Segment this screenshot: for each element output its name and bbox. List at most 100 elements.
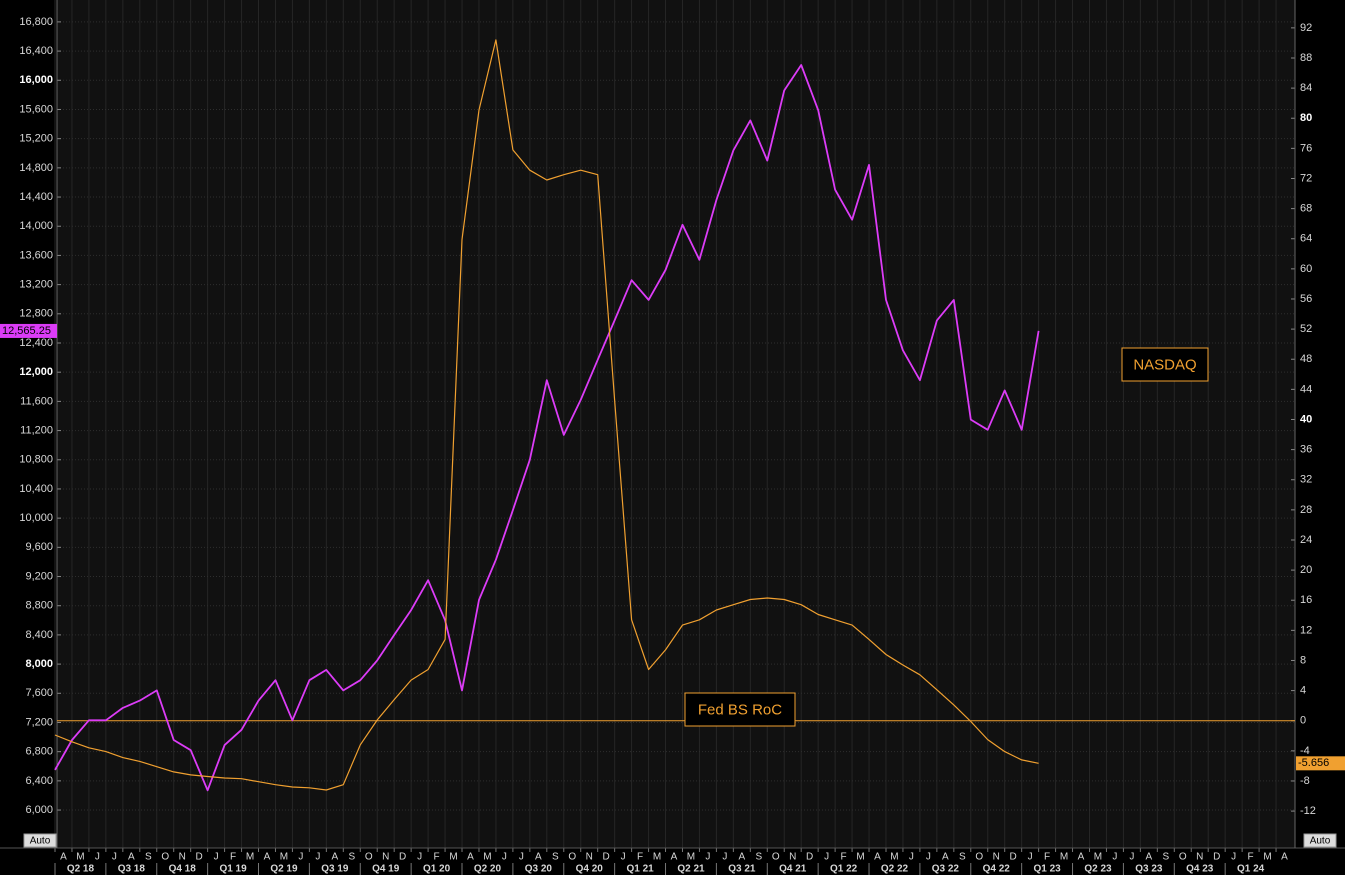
quarter-label: Q4 18 xyxy=(169,864,197,875)
y2-tick-label: 36 xyxy=(1300,444,1312,456)
y2-tick-label: 56 xyxy=(1300,293,1312,305)
x-tick-label: J xyxy=(417,852,422,863)
x-tick-label: A xyxy=(1146,852,1153,863)
y2-tick-label: -4 xyxy=(1300,745,1310,757)
x-tick-label: O xyxy=(365,852,373,863)
y2-tick-label: 8 xyxy=(1300,654,1306,666)
y-tick-label: 14,800 xyxy=(19,162,53,174)
y-tick-label: 16,000 xyxy=(19,74,53,86)
y-tick-label: 11,600 xyxy=(20,395,53,407)
x-tick-label: M xyxy=(246,852,254,863)
x-tick-label: O xyxy=(161,852,169,863)
quarter-label: Q1 19 xyxy=(219,864,247,875)
x-tick-label: M xyxy=(856,852,864,863)
auto-button[interactable] xyxy=(1303,833,1337,848)
y-tick-label: 10,800 xyxy=(19,454,53,466)
quarter-label: Q4 22 xyxy=(983,864,1011,875)
last-value-tag xyxy=(0,323,57,338)
x-tick-label: J xyxy=(926,852,931,863)
x-tick-label: D xyxy=(806,852,813,863)
legend-box xyxy=(1121,347,1209,382)
x-tick-label: A xyxy=(1078,852,1085,863)
y-tick-label: 8,800 xyxy=(25,600,53,612)
x-tick-label: F xyxy=(1044,852,1050,863)
y-tick-label: 10,400 xyxy=(19,483,53,495)
y-tick-label: 14,400 xyxy=(19,191,53,203)
marks xyxy=(54,39,1295,792)
y2-tick-label: 72 xyxy=(1300,172,1312,184)
quarter-label: Q1 20 xyxy=(423,864,451,875)
quarter-label: Q1 22 xyxy=(830,864,858,875)
last-value-label: 12,565.25 xyxy=(2,325,51,337)
y2-tick-label: 24 xyxy=(1300,534,1312,546)
y2-tick-label: 76 xyxy=(1300,142,1312,154)
x-tick-label: N xyxy=(1196,852,1203,863)
x-tick-label: J xyxy=(824,852,829,863)
x-tick-label: J xyxy=(95,852,100,863)
x-tick-label: F xyxy=(1248,852,1254,863)
x-tick-label: N xyxy=(382,852,389,863)
x-tick-label: A xyxy=(331,852,338,863)
quarter-label: Q2 18 xyxy=(67,864,95,875)
x-tick-label: O xyxy=(568,852,576,863)
y2-tick-label: 48 xyxy=(1300,353,1312,365)
legend-label: Fed BS RoC xyxy=(698,701,782,718)
x-tick-label: A xyxy=(671,852,678,863)
x-tick-label: M xyxy=(1094,852,1102,863)
quarter-label: Q3 23 xyxy=(1135,864,1163,875)
last-value-tag xyxy=(1296,756,1345,771)
y2-tick-label: 52 xyxy=(1300,323,1312,335)
x-tick-label: A xyxy=(535,852,542,863)
y2-tick-label: 68 xyxy=(1300,203,1312,215)
y-tick-label: 11,200 xyxy=(20,424,53,436)
legend-box xyxy=(684,692,796,727)
y2-tick-label: 60 xyxy=(1300,263,1312,275)
x-tick-label: A xyxy=(1281,852,1288,863)
y-tick-label: 14,000 xyxy=(19,220,53,232)
x-tick-label: J xyxy=(298,852,303,863)
y2-tick-label: -8 xyxy=(1300,775,1310,787)
auto-button[interactable] xyxy=(23,833,57,848)
quarter-label: Q3 19 xyxy=(321,864,349,875)
quarter-label: Q3 21 xyxy=(728,864,756,875)
x-tick-label: S xyxy=(959,852,966,863)
quarter-label: Q4 23 xyxy=(1186,864,1214,875)
x-tick-label: M xyxy=(449,852,457,863)
y-tick-label: 8,000 xyxy=(25,658,53,670)
x-tick-label: F xyxy=(230,852,236,863)
y-tick-label: 16,800 xyxy=(19,16,53,28)
x-tick-label: J xyxy=(112,852,117,863)
y2-tick-label: 40 xyxy=(1300,413,1312,425)
y2-tick-label: 44 xyxy=(1300,383,1312,395)
quarter-label: Q2 19 xyxy=(270,864,298,875)
y-tick-label: 6,800 xyxy=(25,746,53,758)
y2-tick-label: 28 xyxy=(1300,504,1312,516)
y-tick-label: 12,000 xyxy=(19,366,53,378)
x-tick-label: A xyxy=(874,852,881,863)
auto-button-label[interactable]: Auto xyxy=(1310,836,1331,847)
grid xyxy=(54,0,1295,848)
overlay: 12,565.25 -5.656 NASDAQ Fed BS RoC Auto Auto xyxy=(0,323,1345,848)
y2-tick-label: 88 xyxy=(1300,52,1312,64)
y2-tick-label: 92 xyxy=(1300,22,1312,34)
x-tick-label: M xyxy=(687,852,695,863)
y2-tick-label: 4 xyxy=(1300,685,1306,697)
x-tick-label: J xyxy=(519,852,524,863)
y-tick-label: 7,200 xyxy=(25,716,53,728)
quarter-label: Q4 21 xyxy=(779,864,807,875)
y-tick-label: 13,200 xyxy=(19,279,53,291)
x-tick-label: N xyxy=(789,852,796,863)
x-tick-label: F xyxy=(841,852,847,863)
x-tick-label: J xyxy=(214,852,219,863)
x-tick-label: N xyxy=(179,852,186,863)
y-tick-label: 6,000 xyxy=(25,804,53,816)
x-tick-label: S xyxy=(1162,852,1169,863)
x-tick-label: M xyxy=(890,852,898,863)
x-tick-label: N xyxy=(586,852,593,863)
x-tick-label: S xyxy=(755,852,762,863)
auto-button-label[interactable]: Auto xyxy=(30,836,51,847)
x-tick-label: M xyxy=(1263,852,1271,863)
y-tick-label: 13,600 xyxy=(19,249,53,261)
